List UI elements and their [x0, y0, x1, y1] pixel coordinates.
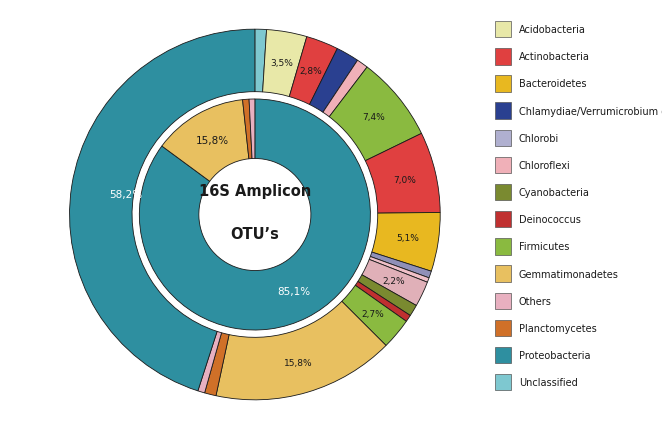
Wedge shape — [140, 100, 370, 330]
Text: Chlorobi: Chlorobi — [519, 133, 559, 144]
Wedge shape — [263, 31, 307, 97]
Bar — [495, 374, 511, 390]
Bar — [495, 239, 511, 255]
Wedge shape — [369, 257, 429, 283]
Text: 5,1%: 5,1% — [396, 233, 418, 243]
Wedge shape — [205, 333, 229, 396]
Text: OTU’s: OTU’s — [230, 227, 279, 242]
Text: 85,1%: 85,1% — [277, 286, 310, 296]
Text: Chlamydiae/Verrumicrobium gro...: Chlamydiae/Verrumicrobium gro... — [519, 106, 662, 117]
Text: 7,0%: 7,0% — [393, 175, 416, 184]
Bar — [495, 266, 511, 282]
Bar — [495, 293, 511, 309]
Text: Bacteroidetes: Bacteroidetes — [519, 79, 587, 89]
Wedge shape — [372, 213, 440, 272]
Bar — [495, 347, 511, 363]
Text: Proteobacteria: Proteobacteria — [519, 350, 591, 360]
Wedge shape — [198, 332, 222, 393]
Wedge shape — [323, 61, 367, 117]
Text: 2,7%: 2,7% — [361, 310, 384, 319]
Bar — [495, 103, 511, 120]
Wedge shape — [342, 286, 406, 346]
Text: 16S Amplicon: 16S Amplicon — [199, 184, 311, 199]
Text: Firmicutes: Firmicutes — [519, 242, 569, 252]
Text: 2,8%: 2,8% — [300, 68, 322, 76]
Bar — [495, 184, 511, 201]
Wedge shape — [310, 49, 357, 113]
Wedge shape — [255, 30, 267, 93]
Wedge shape — [365, 134, 440, 214]
Bar — [495, 212, 511, 228]
Bar — [495, 22, 511, 38]
Text: Planctomycetes: Planctomycetes — [519, 323, 596, 333]
Text: Others: Others — [519, 296, 552, 306]
Wedge shape — [249, 100, 255, 159]
Bar — [495, 320, 511, 336]
Bar — [495, 49, 511, 65]
Bar — [495, 130, 511, 147]
Wedge shape — [289, 37, 338, 105]
Wedge shape — [370, 252, 432, 278]
Bar — [495, 157, 511, 174]
Text: Gemmatimonadetes: Gemmatimonadetes — [519, 269, 619, 279]
Text: Unclassified: Unclassified — [519, 377, 578, 387]
Text: 2,2%: 2,2% — [383, 276, 405, 286]
Wedge shape — [162, 101, 249, 182]
Bar — [495, 76, 511, 92]
Text: 7,4%: 7,4% — [363, 113, 385, 122]
Text: 15,8%: 15,8% — [284, 358, 313, 367]
Wedge shape — [358, 275, 416, 316]
Text: Chloroflexi: Chloroflexi — [519, 160, 571, 171]
Wedge shape — [362, 260, 428, 306]
Wedge shape — [242, 100, 252, 160]
Text: 15,8%: 15,8% — [195, 136, 228, 146]
Wedge shape — [70, 30, 255, 391]
Text: Actinobacteria: Actinobacteria — [519, 52, 590, 62]
Text: 58,2%: 58,2% — [109, 190, 142, 200]
Wedge shape — [355, 282, 410, 322]
Wedge shape — [329, 68, 422, 161]
Wedge shape — [216, 301, 386, 400]
Text: Deinococcus: Deinococcus — [519, 215, 581, 225]
Text: Cyanobacteria: Cyanobacteria — [519, 187, 590, 198]
Text: Acidobacteria: Acidobacteria — [519, 25, 586, 35]
Text: 3,5%: 3,5% — [270, 59, 293, 68]
